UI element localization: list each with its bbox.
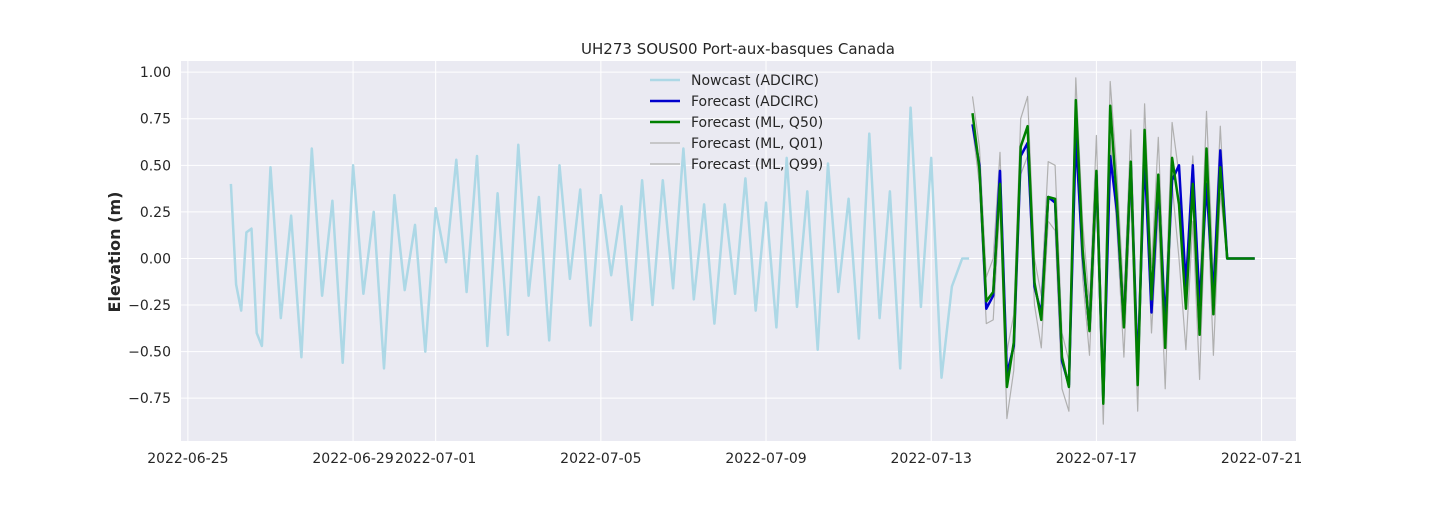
x-tick-label: 2022-06-29 xyxy=(312,451,393,467)
x-tick-label: 2022-06-25 xyxy=(147,451,228,467)
legend-label: Forecast (ML, Q99) xyxy=(691,157,823,173)
y-tick-label: −0.50 xyxy=(128,345,171,361)
y-tick-label: 0.50 xyxy=(140,158,171,174)
x-tick-label: 2022-07-09 xyxy=(725,451,806,467)
chart-title: UH273 SOUS00 Port-aux-basques Canada xyxy=(581,40,895,58)
y-axis-label: Elevation (m) xyxy=(105,192,124,313)
y-tick-label: 0.75 xyxy=(140,112,171,128)
series-line-nowcast-adcirc xyxy=(229,106,970,379)
series-lines xyxy=(229,77,1255,425)
y-tick-label: 0.00 xyxy=(140,251,171,267)
legend-label: Nowcast (ADCIRC) xyxy=(691,73,819,89)
x-tick-label: 2022-07-13 xyxy=(891,451,972,467)
y-tick-label: −0.75 xyxy=(128,391,171,407)
y-tick-label: −0.25 xyxy=(128,298,171,314)
x-tick-label: 2022-07-17 xyxy=(1056,451,1137,467)
x-tick-label: 2022-07-01 xyxy=(395,451,476,467)
legend-label: Forecast (ADCIRC) xyxy=(691,94,819,110)
series-line-forecast-ml-q50 xyxy=(971,98,1255,405)
legend: Nowcast (ADCIRC) Forecast (ADCIRC) Forecas… xyxy=(650,73,823,173)
y-tick-label: 0.25 xyxy=(140,205,171,221)
x-tick-label: 2022-07-05 xyxy=(560,451,641,467)
grid-lines xyxy=(181,61,1296,441)
legend-label: Forecast (ML, Q50) xyxy=(691,115,823,131)
legend-label: Forecast (ML, Q01) xyxy=(691,136,823,152)
y-tick-label: 1.00 xyxy=(140,65,171,81)
x-tick-label: 2022-07-21 xyxy=(1221,451,1302,467)
